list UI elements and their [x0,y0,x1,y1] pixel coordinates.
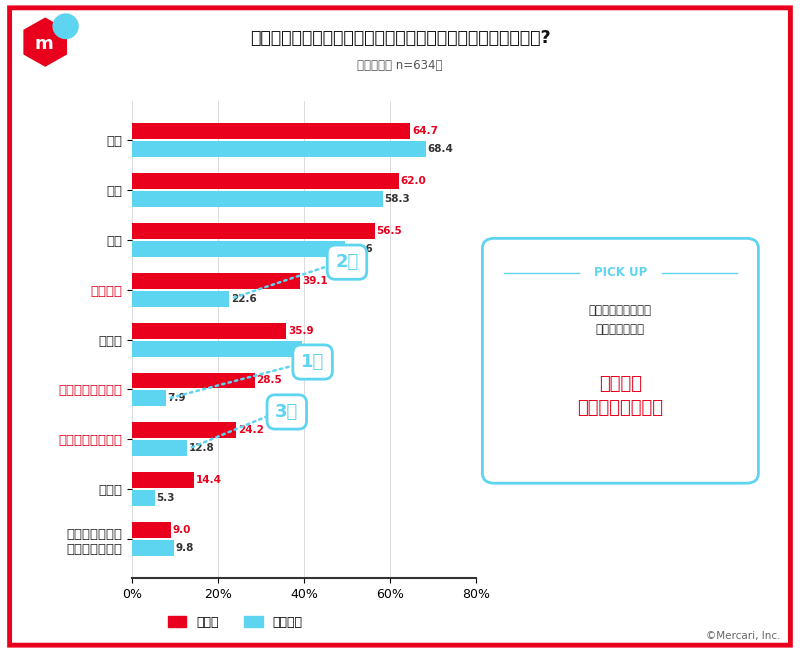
Bar [132,123,410,139]
Bar [132,440,187,456]
Bar [132,191,382,207]
Bar [132,540,174,556]
Text: 12.8: 12.8 [189,443,214,453]
Bar [132,372,254,389]
Text: 58.3: 58.3 [385,194,410,204]
Text: 62.0: 62.0 [400,176,426,186]
Text: 3位: 3位 [275,403,298,421]
Text: 39.5: 39.5 [303,343,329,353]
Bar [132,341,302,357]
Bar [132,141,426,157]
Text: （複数回答 n=634）: （複数回答 n=634） [358,59,442,72]
Text: 9.0: 9.0 [173,525,190,535]
Text: 2位: 2位 [335,253,358,271]
Text: 28.5: 28.5 [256,375,282,385]
Text: 35.9: 35.9 [288,326,314,336]
Bar [132,241,346,257]
Text: m: m [34,35,53,53]
Bar [132,390,166,406]
Text: 49.6: 49.6 [347,244,373,254]
Text: 56.5: 56.5 [377,226,402,236]
Bar [132,522,170,538]
Text: ©Mercari, Inc.: ©Mercari, Inc. [706,631,780,641]
Text: 64.7: 64.7 [412,126,438,136]
Text: 5.3: 5.3 [157,493,175,503]
Bar [132,472,194,488]
Bar [132,173,398,189]
Text: 利用者の
こだわるポイント: 利用者の こだわるポイント [578,375,663,417]
Circle shape [53,13,78,39]
Text: 1位: 1位 [301,353,324,371]
Bar [132,291,229,307]
Bar [132,490,154,506]
Text: 9.8: 9.8 [176,543,194,553]
Text: 利用者と非利用者の
比較からわかる: 利用者と非利用者の 比較からわかる [589,304,652,336]
Text: 14.4: 14.4 [196,475,222,485]
Bar [132,273,300,289]
Text: PICK UP: PICK UP [594,266,647,279]
Bar [132,223,375,239]
Text: 具体的にどのようなことにこだわりを持つようになりましたか?: 具体的にどのようなことにこだわりを持つようになりましたか? [250,29,550,48]
Bar [132,323,286,338]
Text: 22.6: 22.6 [231,294,257,304]
Text: 7.9: 7.9 [168,394,186,404]
Legend: 利用者, 非利用者: 利用者, 非利用者 [162,611,308,633]
Bar [132,422,236,438]
Text: 39.1: 39.1 [302,276,327,285]
Text: 68.4: 68.4 [428,144,454,154]
Text: 24.2: 24.2 [238,425,264,436]
